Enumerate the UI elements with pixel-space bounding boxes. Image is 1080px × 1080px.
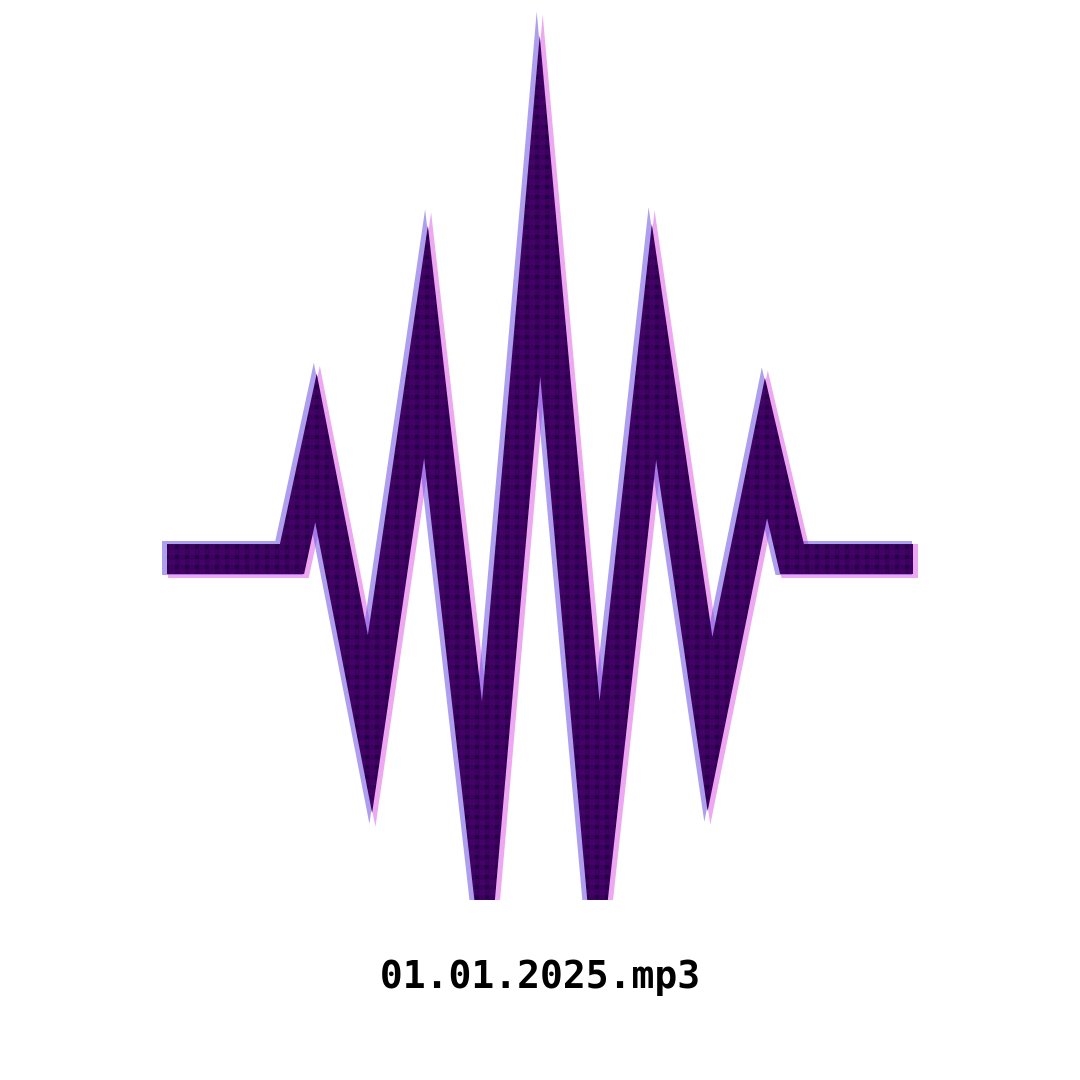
waveform-line bbox=[167, 35, 913, 900]
audio-waveform-icon bbox=[162, 11, 918, 900]
waveform-graphic bbox=[162, 11, 918, 900]
file-name-label[interactable]: 01.01.2025.mp3 bbox=[379, 953, 701, 997]
